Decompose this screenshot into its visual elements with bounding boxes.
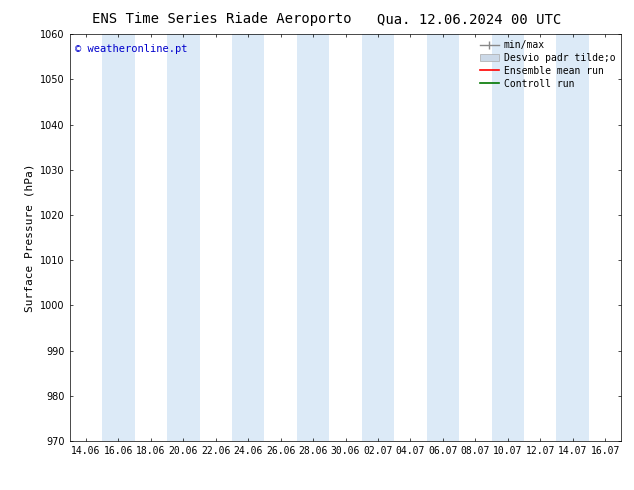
Bar [167,34,200,441]
Text: © weatheronline.pt: © weatheronline.pt [75,45,188,54]
Bar [102,34,134,441]
Bar [491,34,524,441]
Y-axis label: Surface Pressure (hPa): Surface Pressure (hPa) [25,163,35,312]
Legend: min/max, Desvio padr tilde;o, Ensemble mean run, Controll run: min/max, Desvio padr tilde;o, Ensemble m… [476,36,619,93]
Bar [362,34,394,441]
Text: ENS Time Series Riade Aeroporto: ENS Time Series Riade Aeroporto [92,12,352,26]
Bar [232,34,264,441]
Bar [297,34,329,441]
Bar [427,34,459,441]
Text: Qua. 12.06.2024 00 UTC: Qua. 12.06.2024 00 UTC [377,12,561,26]
Bar [557,34,589,441]
